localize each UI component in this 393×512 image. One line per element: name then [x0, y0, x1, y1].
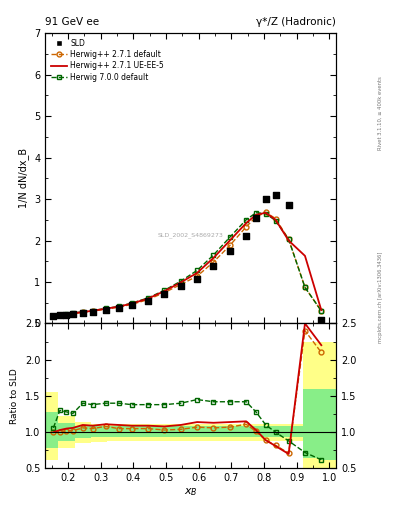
Text: Rivet 3.1.10, ≥ 400k events: Rivet 3.1.10, ≥ 400k events — [378, 76, 383, 150]
Point — [80, 309, 86, 317]
Y-axis label: Ratio to SLD: Ratio to SLD — [10, 368, 19, 424]
Point — [103, 306, 109, 314]
Point — [227, 247, 233, 255]
Point — [210, 262, 217, 270]
Point — [57, 311, 63, 319]
Y-axis label: 1/N dN/dx_B: 1/N dN/dx_B — [18, 148, 29, 208]
Point — [50, 312, 57, 321]
Point — [161, 289, 167, 297]
Point — [129, 301, 135, 309]
Point — [145, 296, 151, 305]
Text: SLD_2002_S4869273: SLD_2002_S4869273 — [158, 232, 224, 238]
Point — [178, 282, 184, 290]
Text: γ*/Z (Hadronic): γ*/Z (Hadronic) — [256, 16, 336, 27]
Point — [243, 232, 249, 241]
Point — [272, 191, 279, 199]
Point — [253, 214, 259, 222]
X-axis label: $x_B$: $x_B$ — [184, 486, 197, 498]
Text: mcplots.cern.ch [arXiv:1306.3436]: mcplots.cern.ch [arXiv:1306.3436] — [378, 251, 383, 343]
Point — [116, 304, 122, 312]
Point — [318, 316, 325, 324]
Point — [285, 201, 292, 209]
Point — [194, 275, 200, 283]
Point — [63, 311, 70, 319]
Point — [90, 308, 96, 316]
Point — [70, 310, 76, 318]
Point — [263, 195, 269, 203]
Legend: SLD, Herwig++ 2.7.1 default, Herwig++ 2.7.1 UE-EE-5, Herwig 7.0.0 default: SLD, Herwig++ 2.7.1 default, Herwig++ 2.… — [49, 37, 166, 83]
Text: 91 GeV ee: 91 GeV ee — [45, 16, 99, 27]
